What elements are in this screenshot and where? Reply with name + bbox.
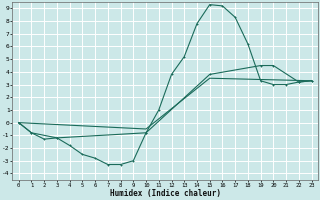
X-axis label: Humidex (Indice chaleur): Humidex (Indice chaleur) xyxy=(110,189,220,198)
